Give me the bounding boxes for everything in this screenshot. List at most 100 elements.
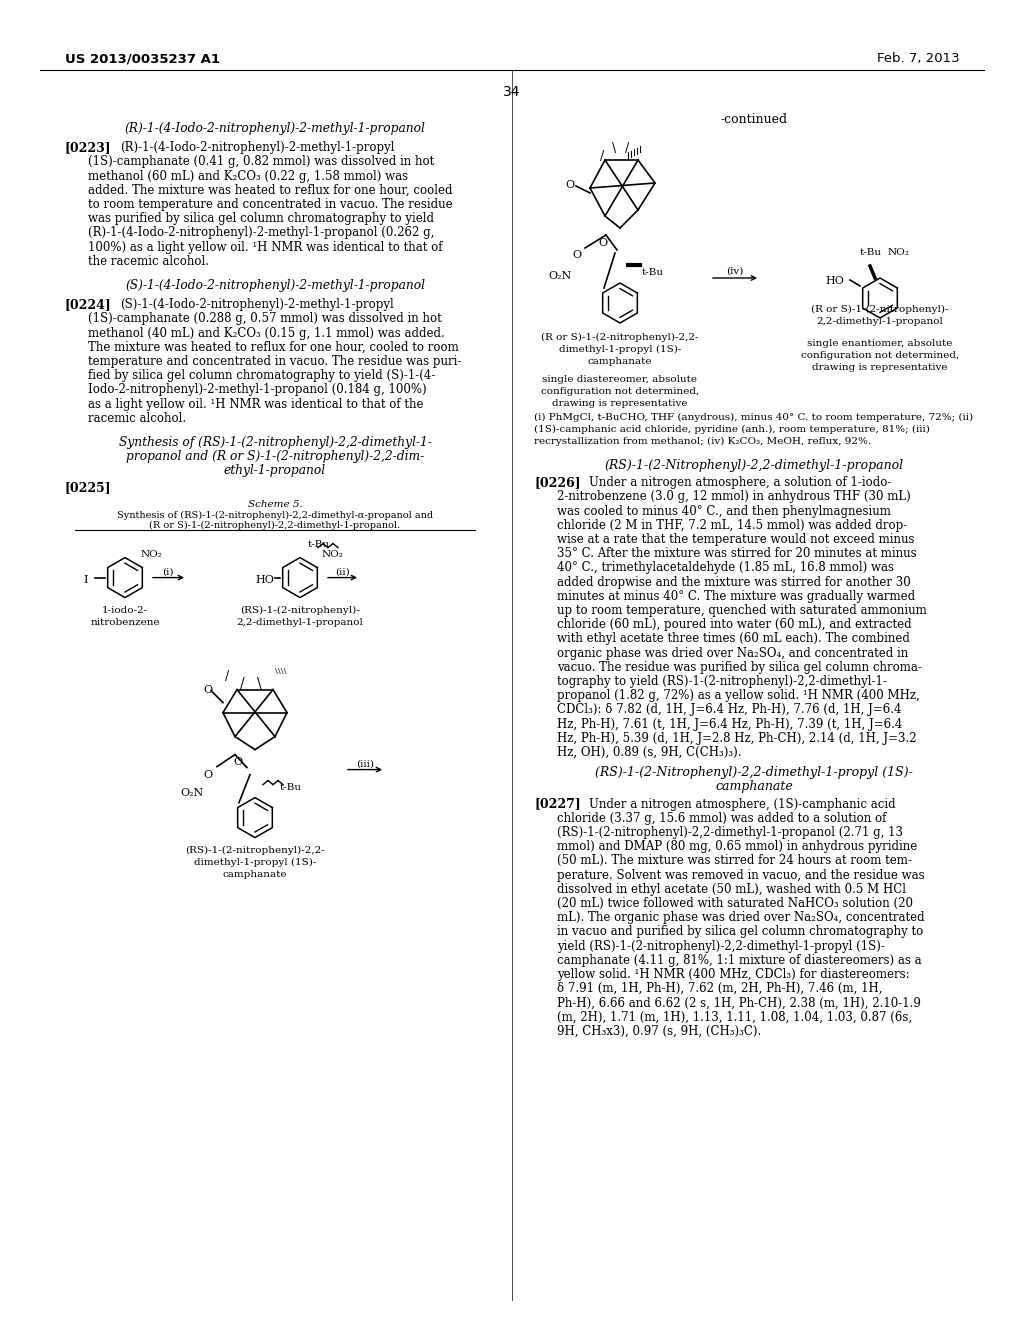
Text: (1S)-camphanate (0.41 g, 0.82 mmol) was dissolved in hot: (1S)-camphanate (0.41 g, 0.82 mmol) was … [88, 156, 434, 169]
Text: added dropwise and the mixture was stirred for another 30: added dropwise and the mixture was stirr… [557, 576, 910, 589]
Text: Under a nitrogen atmosphere, (1S)-camphanic acid: Under a nitrogen atmosphere, (1S)-campha… [589, 797, 896, 810]
Text: t-Bu: t-Bu [642, 268, 664, 277]
Text: racemic alcohol.: racemic alcohol. [88, 412, 186, 425]
Text: O: O [203, 770, 212, 780]
Text: (ii): (ii) [335, 568, 349, 577]
Text: O: O [598, 238, 607, 248]
Text: camphanate: camphanate [223, 870, 288, 879]
Text: Feb. 7, 2013: Feb. 7, 2013 [878, 51, 961, 65]
Text: 2,2-dimethyl-1-propanol: 2,2-dimethyl-1-propanol [237, 618, 364, 627]
Text: single diastereomer, absolute: single diastereomer, absolute [543, 375, 697, 384]
Text: (S)-1-(4-Iodo-2-nitrophenyl)-2-methyl-1-propyl: (S)-1-(4-Iodo-2-nitrophenyl)-2-methyl-1-… [120, 298, 394, 312]
Text: camphanate: camphanate [588, 356, 652, 366]
Text: was cooled to minus 40° C., and then phenylmagnesium: was cooled to minus 40° C., and then phe… [557, 504, 891, 517]
Text: NO₂: NO₂ [141, 549, 163, 558]
Text: single enantiomer, absolute: single enantiomer, absolute [807, 339, 952, 348]
Text: (RS)-1-(2-nitrophenyl)-2,2-dimethyl-1-propanol (2.71 g, 13: (RS)-1-(2-nitrophenyl)-2,2-dimethyl-1-pr… [557, 826, 903, 840]
Text: camphanate: camphanate [715, 780, 793, 793]
Text: propanol (1.82 g, 72%) as a yellow solid. ¹H NMR (400 MHz,: propanol (1.82 g, 72%) as a yellow solid… [557, 689, 920, 702]
Text: (R or S)-1-(2-nitrophenyl)-2,2-: (R or S)-1-(2-nitrophenyl)-2,2- [542, 333, 698, 342]
Text: O: O [572, 249, 582, 260]
Text: up to room temperature, quenched with saturated ammonium: up to room temperature, quenched with sa… [557, 605, 927, 616]
Text: was purified by silica gel column chromatography to yield: was purified by silica gel column chroma… [88, 213, 434, 226]
Text: I: I [83, 574, 87, 585]
Text: methanol (60 mL) and K₂CO₃ (0.22 g, 1.58 mmol) was: methanol (60 mL) and K₂CO₃ (0.22 g, 1.58… [88, 169, 409, 182]
Text: (1S)-camphanate (0.288 g, 0.57 mmol) was dissolved in hot: (1S)-camphanate (0.288 g, 0.57 mmol) was… [88, 313, 441, 326]
Text: drawing is representative: drawing is representative [552, 399, 688, 408]
Text: /: / [240, 677, 245, 690]
Text: [0225]: [0225] [65, 482, 112, 495]
Text: 40° C., trimethylacetaldehyde (1.85 mL, 16.8 mmol) was: 40° C., trimethylacetaldehyde (1.85 mL, … [557, 561, 894, 574]
Text: NO₂: NO₂ [322, 549, 344, 558]
Text: HO: HO [255, 574, 273, 585]
Text: [0224]: [0224] [65, 298, 112, 312]
Text: the racemic alcohol.: the racemic alcohol. [88, 255, 209, 268]
Text: 9H, CH₃x3), 0.97 (s, 9H, (CH₃)₃C).: 9H, CH₃x3), 0.97 (s, 9H, (CH₃)₃C). [557, 1024, 761, 1038]
Text: (R)-1-(4-Iodo-2-nitrophenyl)-2-methyl-1-propyl: (R)-1-(4-Iodo-2-nitrophenyl)-2-methyl-1-… [120, 141, 394, 154]
Text: with ethyl acetate three times (60 mL each). The combined: with ethyl acetate three times (60 mL ea… [557, 632, 910, 645]
Text: Hz, Ph-H), 7.61 (t, 1H, J=6.4 Hz, Ph-H), 7.39 (t, 1H, J=6.4: Hz, Ph-H), 7.61 (t, 1H, J=6.4 Hz, Ph-H),… [557, 718, 902, 730]
Text: (i) PhMgCl, t-BuCHO, THF (anydrous), minus 40° C. to room temperature, 72%; (ii): (i) PhMgCl, t-BuCHO, THF (anydrous), min… [534, 413, 973, 422]
Text: ethyl-1-propanol: ethyl-1-propanol [224, 465, 326, 478]
Text: (RS)-1-(2-nitrophenyl)-2,2-: (RS)-1-(2-nitrophenyl)-2,2- [185, 846, 325, 855]
Text: Synthesis of (RS)-1-(2-nitrophenyl)-2,2-dimethyl-α-propanol and: Synthesis of (RS)-1-(2-nitrophenyl)-2,2-… [117, 511, 433, 520]
Text: wise at a rate that the temperature would not exceed minus: wise at a rate that the temperature woul… [557, 533, 914, 546]
Text: (RS)-1-(2-Nitrophenyl)-2,2-dimethyl-1-propyl (1S)-: (RS)-1-(2-Nitrophenyl)-2,2-dimethyl-1-pr… [595, 766, 913, 779]
Text: O₂N: O₂N [180, 788, 203, 797]
Text: added. The mixture was heated to reflux for one hour, cooled: added. The mixture was heated to reflux … [88, 183, 453, 197]
Text: drawing is representative: drawing is representative [812, 363, 948, 372]
Text: (iii): (iii) [356, 759, 374, 768]
Text: organic phase was dried over Na₂SO₄, and concentrated in: organic phase was dried over Na₂SO₄, and… [557, 647, 908, 660]
Text: [0226]: [0226] [534, 477, 581, 490]
Text: \\\\: \\\\ [275, 667, 287, 675]
Text: CDCl₃): δ 7.82 (d, 1H, J=6.4 Hz, Ph-H), 7.76 (d, 1H, J=6.4: CDCl₃): δ 7.82 (d, 1H, J=6.4 Hz, Ph-H), … [557, 704, 901, 717]
Text: (m, 2H), 1.71 (m, 1H), 1.13, 1.11, 1.08, 1.04, 1.03, 0.87 (6s,: (m, 2H), 1.71 (m, 1H), 1.13, 1.11, 1.08,… [557, 1011, 912, 1023]
Text: fied by silica gel column chromatography to yield (S)-1-(4-: fied by silica gel column chromatography… [88, 370, 435, 383]
Text: yield (RS)-1-(2-nitrophenyl)-2,2-dimethyl-1-propyl (1S)-: yield (RS)-1-(2-nitrophenyl)-2,2-dimethy… [557, 940, 885, 953]
Text: t-Bu: t-Bu [308, 540, 330, 549]
Text: perature. Solvent was removed in vacuo, and the residue was: perature. Solvent was removed in vacuo, … [557, 869, 925, 882]
Text: camphanate (4.11 g, 81%, 1:1 mixture of diastereomers) as a: camphanate (4.11 g, 81%, 1:1 mixture of … [557, 954, 922, 966]
Text: /: / [225, 669, 229, 682]
Text: 35° C. After the mixture was stirred for 20 minutes at minus: 35° C. After the mixture was stirred for… [557, 548, 916, 560]
Text: dissolved in ethyl acetate (50 mL), washed with 0.5 M HCl: dissolved in ethyl acetate (50 mL), wash… [557, 883, 906, 896]
Text: \: \ [612, 143, 616, 154]
Text: O: O [565, 180, 574, 190]
Text: (R)-1-(4-Iodo-2-nitrophenyl)-2-methyl-1-propanol: (R)-1-(4-Iodo-2-nitrophenyl)-2-methyl-1-… [125, 121, 425, 135]
Text: [0227]: [0227] [534, 797, 581, 810]
Text: recrystallization from methanol; (iv) K₂CO₃, MeOH, reflux, 92%.: recrystallization from methanol; (iv) K₂… [534, 437, 871, 446]
Text: Scheme 5.: Scheme 5. [248, 499, 302, 508]
Text: O₂N: O₂N [548, 271, 571, 281]
Text: (S)-1-(4-Iodo-2-nitrophenyl)-2-methyl-1-propanol: (S)-1-(4-Iodo-2-nitrophenyl)-2-methyl-1-… [125, 279, 425, 292]
Text: as a light yellow oil. ¹H NMR was identical to that of the: as a light yellow oil. ¹H NMR was identi… [88, 397, 424, 411]
Text: Iodo-2-nitrophenyl)-2-methyl-1-propanol (0.184 g, 100%): Iodo-2-nitrophenyl)-2-methyl-1-propanol … [88, 383, 427, 396]
Text: t-Bu: t-Bu [860, 248, 882, 257]
Text: dimethyl-1-propyl (1S)-: dimethyl-1-propyl (1S)- [194, 858, 316, 867]
Text: tography to yield (RS)-1-(2-nitrophenyl)-2,2-dimethyl-1-: tography to yield (RS)-1-(2-nitrophenyl)… [557, 675, 887, 688]
Text: in vacuo and purified by silica gel column chromatography to: in vacuo and purified by silica gel colu… [557, 925, 924, 939]
Text: \: \ [257, 677, 261, 690]
Text: to room temperature and concentrated in vacuo. The residue: to room temperature and concentrated in … [88, 198, 453, 211]
Text: (RS)-1-(2-nitrophenyl)-: (RS)-1-(2-nitrophenyl)- [240, 606, 359, 615]
Text: O: O [203, 685, 212, 694]
Text: minutes at minus 40° C. The mixture was gradually warmed: minutes at minus 40° C. The mixture was … [557, 590, 915, 603]
Text: 34: 34 [503, 84, 521, 99]
Text: NO₂: NO₂ [888, 248, 910, 257]
Text: The mixture was heated to reflux for one hour, cooled to room: The mixture was heated to reflux for one… [88, 341, 459, 354]
Text: yellow solid. ¹H NMR (400 MHz, CDCl₃) for diastereomers:: yellow solid. ¹H NMR (400 MHz, CDCl₃) fo… [557, 968, 909, 981]
Text: (1S)-camphanic acid chloride, pyridine (anh.), room temperature, 81%; (iii): (1S)-camphanic acid chloride, pyridine (… [534, 425, 930, 434]
Text: (R or S)-1-(2-nitrophenyl)-: (R or S)-1-(2-nitrophenyl)- [811, 305, 949, 314]
Text: Ph-H), 6.66 and 6.62 (2 s, 1H, Ph-CH), 2.38 (m, 1H), 2.10-1.9: Ph-H), 6.66 and 6.62 (2 s, 1H, Ph-CH), 2… [557, 997, 921, 1010]
Text: (R)-1-(4-Iodo-2-nitrophenyl)-2-methyl-1-propanol (0.262 g,: (R)-1-(4-Iodo-2-nitrophenyl)-2-methyl-1-… [88, 227, 434, 239]
Text: /: / [600, 150, 604, 162]
Text: (50 mL). The mixture was stirred for 24 hours at room tem-: (50 mL). The mixture was stirred for 24 … [557, 854, 912, 867]
Text: propanol and (R or S)-1-(2-nitrophenyl)-2,2-dim-: propanol and (R or S)-1-(2-nitrophenyl)-… [126, 450, 424, 463]
Text: 2,2-dimethyl-1-propanol: 2,2-dimethyl-1-propanol [816, 317, 943, 326]
Text: vacuo. The residue was purified by silica gel column chroma-: vacuo. The residue was purified by silic… [557, 661, 922, 673]
Text: 100%) as a light yellow oil. ¹H NMR was identical to that of: 100%) as a light yellow oil. ¹H NMR was … [88, 240, 442, 253]
Text: mmol) and DMAP (80 mg, 0.65 mmol) in anhydrous pyridine: mmol) and DMAP (80 mg, 0.65 mmol) in anh… [557, 841, 918, 853]
Text: t-Bu: t-Bu [280, 783, 302, 792]
Text: (i): (i) [162, 568, 174, 577]
Text: chloride (60 mL), poured into water (60 mL), and extracted: chloride (60 mL), poured into water (60 … [557, 618, 911, 631]
Text: (20 mL) twice followed with saturated NaHCO₃ solution (20: (20 mL) twice followed with saturated Na… [557, 898, 913, 909]
